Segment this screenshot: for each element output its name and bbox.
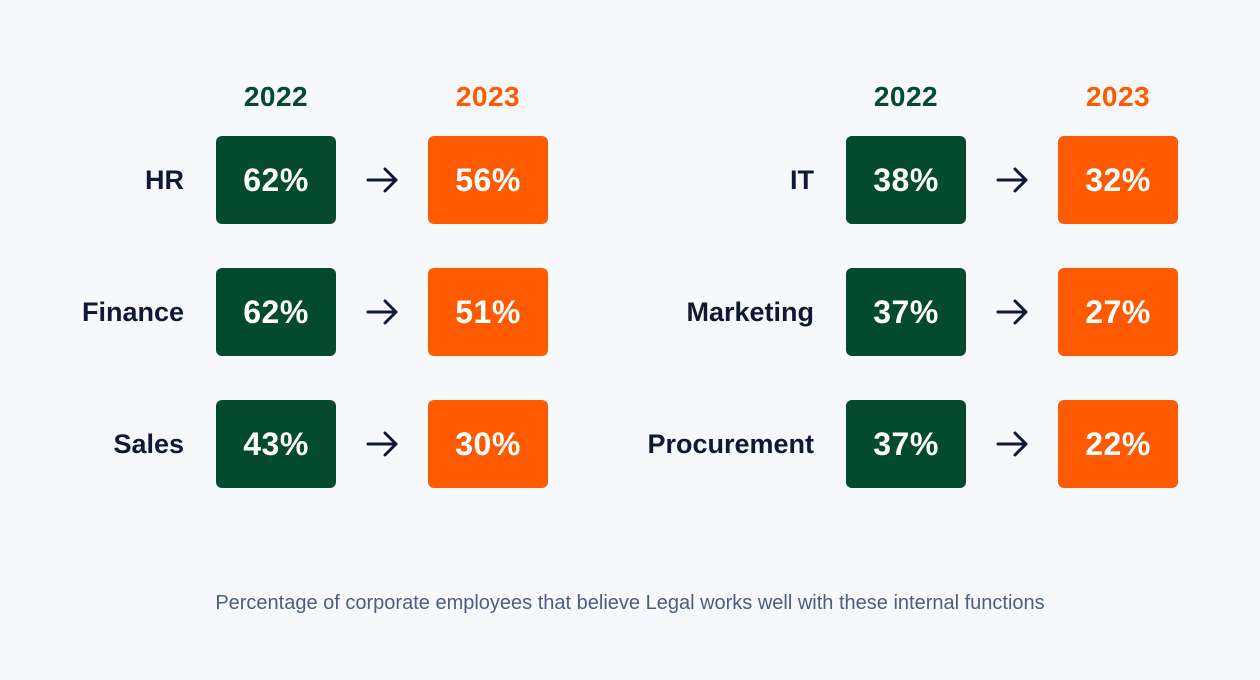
right-comparison-table: 2022 2023 IT 38% 32% Marketing 37% 27% P…: [630, 0, 1260, 520]
value-2023-it: 32%: [1058, 136, 1178, 224]
year-header-2023: 2023: [455, 81, 521, 112]
value-2022-procurement: 37%: [846, 400, 966, 488]
value-2023-procurement: 22%: [1058, 400, 1178, 488]
table-row: HR 62% 56%: [0, 136, 630, 224]
year-header-2023: 2023: [1085, 81, 1151, 112]
value-2022-sales: 43%: [216, 400, 336, 488]
value-2022-it: 38%: [846, 136, 966, 224]
table-row: Sales 43% 30%: [0, 400, 630, 488]
arrow-right-icon: [366, 299, 398, 325]
year-header-2022: 2022: [873, 81, 939, 112]
arrow-right-icon: [366, 167, 398, 193]
year-header-2022: 2022: [243, 81, 309, 112]
function-label-marketing: Marketing: [686, 297, 814, 327]
value-2022-finance: 62%: [216, 268, 336, 356]
table-row: Finance 62% 51%: [0, 268, 630, 356]
table-row: IT 38% 32%: [630, 136, 1260, 224]
value-2023-hr: 56%: [428, 136, 548, 224]
chart-caption: Percentage of corporate employees that b…: [215, 592, 1045, 614]
value-2023-sales: 30%: [428, 400, 548, 488]
arrow-right-icon: [996, 299, 1028, 325]
arrow-right-icon: [996, 167, 1028, 193]
function-label-hr: HR: [145, 165, 184, 195]
value-2023-marketing: 27%: [1058, 268, 1178, 356]
arrow-right-icon: [366, 431, 398, 457]
value-2022-hr: 62%: [216, 136, 336, 224]
table-row: Procurement 37% 22%: [630, 400, 1260, 488]
table-row: Marketing 37% 27%: [630, 268, 1260, 356]
value-2023-finance: 51%: [428, 268, 548, 356]
function-label-it: IT: [790, 165, 814, 195]
function-label-finance: Finance: [81, 297, 184, 327]
arrow-right-icon: [996, 431, 1028, 457]
function-label-sales: Sales: [113, 429, 184, 459]
value-2022-marketing: 37%: [846, 268, 966, 356]
function-label-procurement: Procurement: [647, 429, 814, 459]
left-comparison-table: 2022 2023 HR 62% 56% Finance 62% 51% Sal…: [0, 0, 630, 520]
